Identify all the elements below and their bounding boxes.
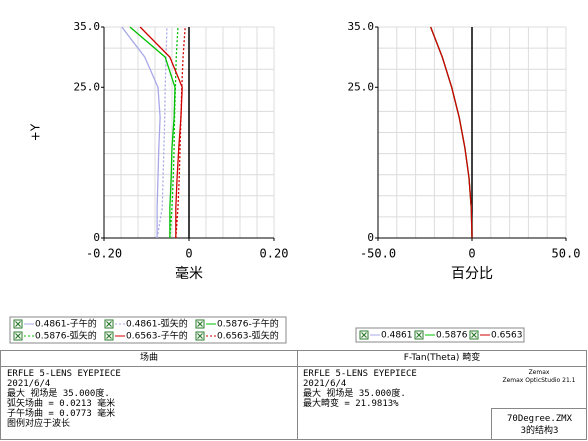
legend-label: 0.5876 xyxy=(436,331,468,341)
legend-label: 0.4861-弧矢的 xyxy=(126,318,188,330)
legend-box xyxy=(355,327,525,343)
info-line: ERFLE 5-LENS EYEPIECE xyxy=(7,369,121,379)
y-tick-label: 25.0 xyxy=(348,80,375,93)
series-line xyxy=(169,26,179,239)
info-line: 弧矢场曲 = 0.0213 毫米 xyxy=(7,399,116,409)
legend-icon xyxy=(361,332,367,338)
info-panel: 场曲 F-Tan(Theta) 畸变 ERFLE 5-LENS EYEPIECE… xyxy=(0,350,587,440)
y-tick-label: 0 xyxy=(93,231,100,244)
right-title: F-Tan(Theta) 畸变 xyxy=(298,351,586,367)
legend-icon xyxy=(15,333,21,339)
legend-label: 0.6563-弧矢的 xyxy=(217,330,279,342)
info-line: 最大 视场是 35.000度. xyxy=(7,389,110,399)
file-line: 3的结构3 xyxy=(520,426,559,436)
legend-label: 0.6563 xyxy=(491,331,523,341)
legend-label: 0.6563-子午的 xyxy=(126,330,188,342)
legend-label: 0.4861 xyxy=(381,331,413,341)
series-line xyxy=(175,26,186,239)
legend-icon xyxy=(471,332,477,338)
legend-icon xyxy=(15,321,21,327)
x-axis-label: 毫米 xyxy=(175,265,203,282)
legend-icon xyxy=(106,333,112,339)
x-axis-label: 百分比 xyxy=(451,266,493,282)
x-tick-label: -0.20 xyxy=(86,247,122,261)
legend-icon xyxy=(197,321,203,327)
info-line: 子午场曲 = 0.0773 毫米 xyxy=(7,409,116,419)
brand-line: Zemax OpticStudio 21.1 xyxy=(502,377,576,384)
y-tick-label: 35.0 xyxy=(74,20,101,33)
right-text: ERFLE 5-LENS EYEPIECE 2021/6/4 最大 视场是 35.0… xyxy=(303,369,417,409)
info-line: 图例对应于波长 xyxy=(7,419,71,429)
file-line: 70Degree.ZMX xyxy=(506,414,573,424)
divider xyxy=(297,366,298,440)
info-line: 2021/6/4 xyxy=(303,379,347,389)
series-line xyxy=(156,26,168,239)
file-box: 70Degree.ZMX 3的结构3 xyxy=(491,408,587,440)
y-tick-label: 0 xyxy=(367,231,374,244)
legend-label: 0.5876-弧矢的 xyxy=(35,330,97,342)
left-title: 场曲 xyxy=(1,351,298,367)
legend-icon xyxy=(197,333,203,339)
series-line xyxy=(430,26,473,239)
x-tick-label: -50.0 xyxy=(360,247,396,261)
legend-label: 0.5876-子午的 xyxy=(217,318,279,330)
y-tick-label: 25.0 xyxy=(74,80,101,93)
info-line: 最大 视场是 35.000度. xyxy=(303,389,406,399)
left-text: ERFLE 5-LENS EYEPIECE 2021/6/4 最大 视场是 35.0… xyxy=(7,369,121,429)
legend-icon xyxy=(106,321,112,327)
info-line: ERFLE 5-LENS EYEPIECE xyxy=(303,369,417,379)
x-tick-label: 0 xyxy=(185,247,192,261)
info-line: 2021/6/4 xyxy=(7,379,51,389)
y-tick-label: 35.0 xyxy=(348,20,375,33)
info-line: 最大畸变 = 21.9813% xyxy=(303,399,399,409)
series-line xyxy=(121,26,161,238)
legend-label: 0.4861-子午的 xyxy=(35,318,97,330)
legend-icon xyxy=(416,332,422,338)
x-tick-label: 0 xyxy=(468,247,475,261)
y-axis-label: +Y xyxy=(29,123,43,141)
series-line xyxy=(129,26,176,238)
brand-line: Zemax xyxy=(528,369,550,376)
x-tick-label: 0.20 xyxy=(260,247,289,261)
charts: 0 25.0 35.0 -0.20 0 0.20 毫米 +Y 0 25.0 35.0 -50.0 0 50… xyxy=(9,20,581,344)
brand: Zemax Zemax OpticStudio 21.1 xyxy=(491,369,587,385)
x-tick-label: 50.0 xyxy=(552,247,581,261)
legend-box xyxy=(9,316,287,344)
